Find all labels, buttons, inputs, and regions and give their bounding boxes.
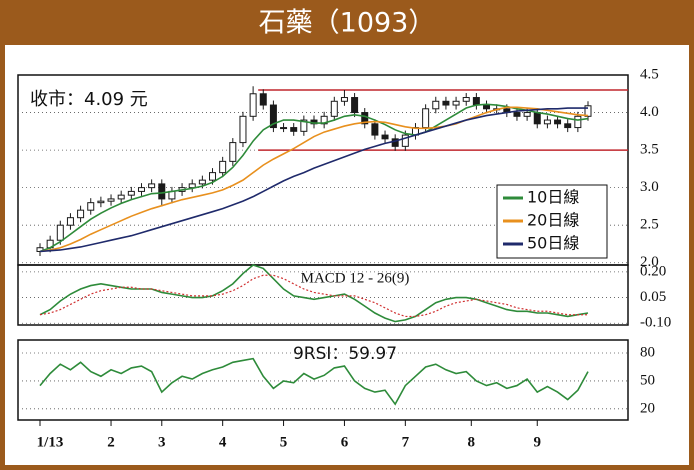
y-tick-label: 4.0 [640,104,659,120]
y-tick-label: 3.5 [640,142,659,158]
candle-body [66,217,74,226]
candle-body [198,179,206,185]
candle-body [523,112,531,117]
candle-body [401,134,409,147]
candle-body [442,100,450,106]
candle-body [56,224,64,241]
candle-body [391,138,399,147]
rsi-panel [17,339,629,421]
y-tick-label: 0.20 [640,263,666,279]
candle-body [127,190,135,196]
close-label: 收市：4.09 元 [30,89,148,110]
candle-body [97,200,105,204]
x-tick-label: 3 [158,434,166,450]
y-tick-label: 50 [640,372,655,388]
candle-body [340,97,348,102]
candle-body [300,119,308,132]
candle-body [280,127,288,130]
macd-panel [17,264,629,326]
candle-body [229,142,237,162]
candle-body [249,93,257,117]
candle-body [209,172,217,181]
candle-body [472,97,480,106]
candle-body [564,123,572,129]
legend-label: 50日線 [527,234,579,253]
x-tick-label: 9 [534,434,542,450]
y-tick-label: 20 [640,400,655,416]
candle-body [371,123,379,136]
x-tick-label: 6 [341,434,349,450]
candle-body [259,93,267,106]
legend-label: 10日線 [527,188,579,207]
candle-body [330,100,338,117]
macd-title: MACD 12 - 26(9) [301,270,410,286]
macd-line [39,264,589,323]
y-tick-label: -0.10 [640,315,671,331]
y-tick-label: 2.5 [640,217,659,233]
macd-line [39,274,588,318]
rsi-line [39,357,589,406]
candle-body [107,198,115,202]
y-tick-label: 4.5 [640,66,659,82]
candle-body [148,183,156,189]
candle-body [452,100,460,106]
y-tick-label: 3.0 [640,179,659,195]
x-tick-label: 7 [402,434,410,450]
candle-body [513,112,521,117]
candle-body [422,108,430,129]
legend-label: 20日線 [527,211,579,230]
ma-line [39,106,589,253]
candle-body [554,119,562,125]
candle-body [239,115,247,144]
candle-body [543,119,551,125]
candle-body [158,183,166,200]
x-tick-label: 5 [280,434,288,450]
candle-body [188,183,196,189]
chart-title: 石藥（1093） [259,8,436,39]
candle-body [584,105,592,117]
candle-body [290,127,298,132]
rsi-title: 9RSI：59.97 [293,344,397,364]
x-tick-label: 4 [219,434,227,450]
candle-body [483,104,491,110]
candle-body [533,112,541,125]
ma-line [39,107,588,253]
y-tick-label: 80 [640,344,655,360]
candle-body [77,209,85,219]
candle-body [351,97,359,114]
candle-body [269,104,277,129]
candle-body [462,97,470,102]
candle-body [574,115,582,129]
y-tick-label: 2.0 [640,254,659,270]
candle-body [137,187,145,192]
candle-body [219,160,227,174]
candle-body [168,190,176,200]
ma-line [39,103,589,253]
candle-body [432,100,440,110]
x-tick-label: 1/13 [37,434,64,450]
x-tick-label: 2 [107,434,115,450]
candle-body [381,134,389,140]
y-tick-label: 0.05 [640,289,666,305]
candle-body [87,202,95,211]
candle-body [117,194,125,200]
x-tick-label: 8 [468,434,476,450]
